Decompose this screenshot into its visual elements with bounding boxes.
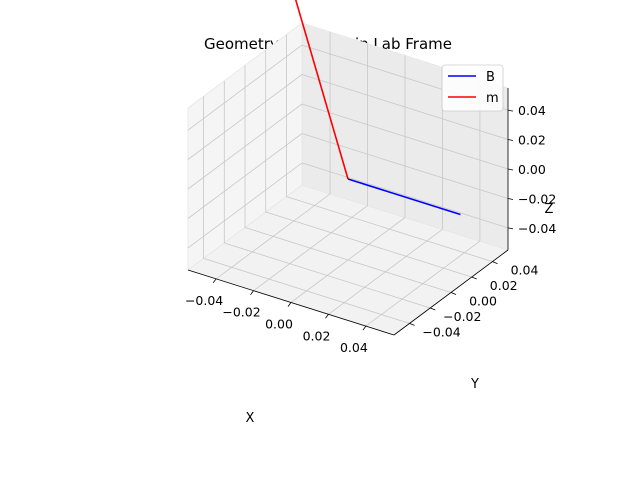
grid-line-y-floor [203, 258, 410, 324]
grid-line-z-back [301, 162, 509, 229]
grid-line-y-floor [244, 227, 452, 293]
z-tick-mark [507, 109, 514, 112]
y-tick-mark [430, 307, 436, 311]
axis-ticks: −0.04−0.020.000.020.04−0.04−0.020.000.02… [185, 103, 556, 355]
x-tick-mark [287, 302, 292, 307]
series-line-b [347, 178, 461, 216]
series-line-m [294, 0, 349, 180]
y-tick-mark [450, 292, 457, 295]
z-tick-mark [507, 139, 514, 141]
grid-line-z-back [301, 133, 509, 199]
z-tick-mark [507, 198, 514, 200]
z-tick-mark [507, 168, 514, 171]
grid-line-z-back [301, 103, 509, 170]
grid-line-z-side [187, 103, 303, 190]
legend: B m [441, 64, 504, 112]
z-tick-label: 0.02 [518, 133, 546, 148]
grid-line-z-side [187, 162, 303, 249]
legend-label-m: m [486, 91, 499, 106]
data-series [294, 0, 461, 216]
grid-line-y-floor [265, 211, 472, 278]
x-tick-mark [212, 278, 217, 284]
grid-line-z-side [187, 133, 303, 219]
x-tick-label: 0.04 [340, 340, 368, 355]
grid-lines [187, 31, 509, 327]
x-tick-mark [362, 325, 367, 331]
y-tick-label: −0.04 [422, 324, 460, 339]
z-tick-label: 0.00 [518, 162, 546, 177]
y-tick-label: 0.00 [469, 294, 497, 309]
y-tick-mark [492, 261, 498, 264]
z-tick-label: 0.04 [518, 103, 546, 118]
x-tick-label: 0.02 [303, 328, 331, 343]
x-tick-mark [325, 314, 329, 319]
grid-line-z-back [301, 74, 509, 140]
x-axis-label: X [246, 411, 255, 426]
legend-label-b: B [486, 70, 495, 85]
z-axis-label: Z [545, 202, 554, 217]
y-tick-label: 0.04 [511, 263, 539, 278]
y-tick-mark [409, 323, 415, 326]
z-tick-label: −0.04 [518, 221, 556, 236]
y-tick-label: −0.02 [443, 309, 481, 324]
y-tick-mark [471, 276, 477, 280]
x-tick-label: 0.00 [265, 317, 293, 332]
grid-line-y-floor [286, 196, 493, 262]
x-tick-label: −0.04 [185, 293, 223, 308]
grid-line-y-floor [224, 242, 431, 309]
z-tick-mark [507, 227, 514, 230]
z-tick-label: −0.02 [518, 192, 556, 207]
x-tick-mark [250, 290, 254, 295]
x-tick-label: −0.02 [222, 305, 260, 320]
y-axis-label: Y [470, 377, 479, 392]
grid-line-z-side [187, 44, 303, 131]
y-tick-label: 0.02 [490, 278, 518, 293]
grid-line-z-side [187, 74, 303, 160]
